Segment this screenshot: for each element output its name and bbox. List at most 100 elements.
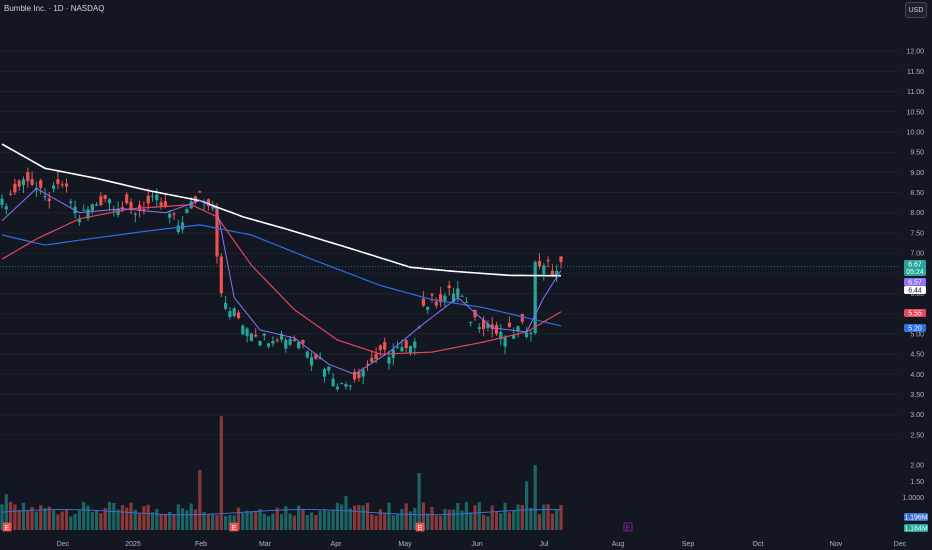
volume-bar (138, 513, 142, 530)
price-tick-label: 12.00 (906, 49, 924, 56)
price-tick-label: 3.00 (910, 412, 924, 419)
volume-bar (206, 513, 210, 530)
candle-body (297, 341, 301, 349)
volume-ma-line (1, 509, 562, 516)
volume-bar (297, 505, 301, 530)
ma-mid-line (1, 204, 562, 355)
currency-button[interactable]: USD (905, 2, 927, 18)
candle-body (47, 198, 51, 202)
time-axis[interactable]: Dec 2025 Feb Mar Apr May Jun Jul Aug Sep Oct Nov Dec… (2, 522, 907, 548)
volume-bar (327, 511, 331, 530)
candle-body (228, 311, 232, 318)
volume-bar (241, 512, 245, 530)
earnings-marker (2, 522, 12, 532)
price-tick-label: 3.50 (910, 392, 924, 399)
volume-bar (314, 514, 318, 530)
volume-bar (400, 509, 404, 530)
candle-body (447, 285, 451, 288)
candle-body (56, 179, 60, 185)
candle-body (120, 207, 124, 209)
candle-body (340, 383, 344, 385)
volume-bar (133, 509, 137, 530)
volume-bar (404, 503, 408, 530)
candle-body (469, 321, 473, 323)
volume-bar (73, 513, 77, 530)
candle-body (482, 319, 486, 329)
earnings-marker-label: E (232, 525, 237, 532)
time-tick-label: Nov (830, 541, 843, 548)
candle-body (9, 193, 13, 195)
earnings-marker-label: E (5, 525, 10, 532)
candle-body (430, 294, 434, 296)
time-tick-label: Sep (682, 541, 695, 548)
price-tick-label: 7.50 (910, 230, 924, 237)
candle-body (254, 334, 258, 337)
candle-body (507, 322, 511, 327)
volume-bar (525, 481, 529, 530)
volume-bar (0, 504, 4, 530)
candle-body (537, 260, 542, 266)
volume-bar (477, 502, 481, 530)
price-tag-countdown: 05:24 (906, 269, 924, 276)
volume-bar (43, 508, 47, 530)
candle-body (464, 302, 468, 304)
candle-body (314, 354, 318, 359)
volume-tick-label: 1.0000 (903, 495, 925, 502)
candle-body (404, 340, 408, 349)
volume-bar (224, 516, 228, 530)
volume-bar (383, 512, 387, 530)
price-tick-label: 11.50 (907, 69, 924, 76)
candle-body (142, 209, 146, 211)
volume-bar (150, 512, 155, 530)
volume-bars (0, 416, 563, 530)
price-tick-label: 6.00 (910, 291, 924, 298)
volume-bar (447, 509, 451, 530)
candle-body (525, 332, 529, 337)
candle-body (421, 298, 425, 306)
candle-body (107, 199, 112, 204)
volume-bar (271, 513, 275, 530)
candle-body (434, 301, 438, 306)
volume-bar (21, 502, 26, 530)
candle-body (86, 209, 90, 219)
chart-title: Bumble Inc. · 1D · NASDAQ (4, 4, 105, 13)
candle-body (198, 191, 202, 193)
volume-bar (116, 509, 120, 530)
candle-body (516, 326, 520, 332)
volume-tag (904, 513, 928, 521)
price-tag (904, 324, 926, 332)
volume-bar (546, 504, 550, 530)
volume-bar (17, 509, 21, 530)
volume-bar (408, 511, 413, 530)
candle-body (477, 327, 481, 329)
volume-bar (529, 508, 533, 530)
volume-bar (464, 501, 468, 530)
candle-body (129, 201, 133, 210)
candle-body (13, 183, 17, 193)
volume-bar (335, 502, 339, 530)
candle-body (520, 313, 524, 322)
candle-body (451, 293, 456, 302)
volume-bar (129, 502, 133, 530)
volume-bar (228, 515, 232, 530)
volume-bar (236, 507, 241, 530)
candle-body (150, 195, 155, 197)
volume-bar (555, 509, 559, 530)
volume-bar (219, 416, 223, 530)
candle-body (490, 324, 494, 330)
volume-bar (202, 511, 206, 530)
candle-body (374, 353, 378, 359)
candle-body (241, 325, 245, 335)
earnings-marker-label: E (626, 525, 631, 532)
candle-body (215, 207, 219, 257)
volume-bar (533, 465, 537, 530)
volume-tag (904, 524, 928, 532)
volume-bar (120, 505, 124, 530)
candle-body (26, 172, 30, 182)
volume-bar (215, 515, 219, 530)
volume-bar (168, 511, 172, 530)
candle-body (400, 347, 404, 352)
candle-body (460, 295, 464, 297)
volume-bar (107, 501, 112, 530)
